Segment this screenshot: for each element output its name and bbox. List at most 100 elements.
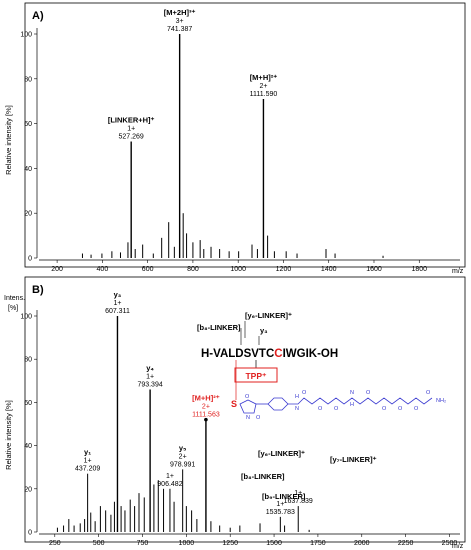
b-y-tick-label: 80	[24, 357, 32, 364]
b-peak-annotation: 1+	[294, 490, 302, 497]
fragment-label-y6-mid: [y₆-LINKER]⁺	[258, 449, 305, 458]
b-x-tick-label: 2250	[398, 540, 414, 547]
fragment-label-b9: [b₉-LINKER]	[262, 492, 306, 501]
b-y-tick-label: 0	[28, 530, 32, 537]
tpp-tag: TPP⁺	[245, 371, 267, 381]
b-y-tick-label: 60	[24, 400, 32, 407]
b-peak-annotation: 607.311	[105, 308, 130, 315]
a-x-tick-label: 1000	[230, 266, 246, 273]
svg-text:O: O	[426, 390, 431, 396]
a-x-tick-label: 800	[187, 266, 199, 273]
b-peak-annotation: 1+	[113, 300, 121, 307]
b-peak-annotation: 793.394	[137, 381, 162, 388]
svg-text:O: O	[256, 415, 261, 421]
b-peak-annotation: 1637.839	[284, 498, 313, 505]
panel-a-ylabel: Relative intensity [%]	[4, 105, 13, 175]
a-peak-annotation: 1111.590	[250, 91, 278, 98]
svg-text:H: H	[295, 394, 299, 400]
a-x-tick-label: 1600	[366, 266, 382, 273]
b-peak-annotation: y₅	[179, 443, 187, 452]
linker-bonds	[239, 397, 433, 414]
a-x-tick-label: 200	[51, 266, 63, 273]
panel-b-frame	[24, 276, 466, 543]
a-y-tick-label: 100	[20, 32, 32, 39]
b-peak-annotation: y₁	[84, 448, 91, 457]
svg-text:NH₂: NH₂	[436, 398, 446, 404]
panel-a-frame	[24, 2, 466, 268]
panel-b-plot: 0 20 40 60 80 100 250 500 750 1000 1250 1500 1750 200…	[20, 290, 460, 547]
panel-a-xunit: m/z	[452, 268, 464, 275]
b-x-tick-label: 1000	[179, 540, 195, 547]
svg-text:H: H	[350, 402, 354, 408]
b-x-tick-label: 1500	[266, 540, 282, 547]
b-peak-annotation: [M+H]²⁺	[192, 394, 220, 403]
peptide-structure: H-VALDSVTCCIWGIK-OH TPP⁺ S O N O N H O O…	[201, 348, 446, 421]
b-peak-annotation: 1+	[146, 373, 154, 380]
a-x-tick-label: 400	[97, 266, 109, 273]
b-peak-annotation: 978.991	[170, 461, 195, 468]
svg-text:O: O	[334, 406, 339, 412]
b-x-tick-label: 1250	[222, 540, 238, 547]
b-x-tick-label: 2500	[442, 540, 458, 547]
a-y-tick-label: 20	[24, 211, 32, 218]
b-peak-annotation: y₃	[114, 290, 122, 299]
a-peak-annotation: [M+2H]³⁺	[164, 8, 196, 17]
b-peak-annotation: 1111.563	[192, 412, 220, 419]
svg-text:N: N	[295, 406, 299, 412]
b-precursor-marker	[204, 417, 208, 422]
sulfur-atom: S	[231, 399, 237, 409]
a-peak-annotation: 2+	[259, 83, 267, 90]
b-peak-annotation: 437.209	[75, 466, 100, 473]
b-y-tick-label: 20	[24, 486, 32, 493]
b-peak-annotation: 1+	[84, 458, 92, 465]
panel-a-label: A)	[32, 10, 44, 22]
b-peak-annotation: 906.482	[157, 481, 182, 488]
a-x-tick-label: 1400	[321, 266, 337, 273]
panel-b-label: B)	[32, 284, 44, 296]
a-peak-annotation: 527.269	[119, 134, 144, 141]
a-peak-annotation: 3+	[176, 18, 184, 25]
b-y-tick-label: 100	[20, 314, 32, 321]
svg-text:O: O	[302, 390, 307, 396]
panel-a-plot: 0 20 40 60 80 100 200 400 600 800 1000 1200 1400 1600…	[20, 8, 460, 273]
a-y-tick-label: 60	[24, 121, 32, 128]
tpp-tag-box	[234, 367, 278, 383]
svg-text:O: O	[414, 406, 419, 412]
b-y-tick-label: 40	[24, 443, 32, 450]
b-peak-annotation: 2+	[179, 453, 187, 460]
a-peak-annotation: 741.387	[167, 26, 192, 33]
b-peak-annotation: 1535.783	[266, 509, 295, 516]
a-peak-annotation: [LINKER+H]⁺	[108, 116, 155, 125]
b-peak-annotation: y₄	[146, 363, 154, 372]
a-y-tick-label: 80	[24, 76, 32, 83]
b-peak-annotation: 1+	[166, 473, 174, 480]
a-x-tick-label: 600	[142, 266, 154, 273]
panel-b-xunit: m/z	[452, 543, 464, 550]
fragment-label-b8-mid: [b₈-LINKER]	[241, 472, 285, 481]
b-x-tick-label: 500	[93, 540, 105, 547]
panel-b-intens-unit: [%]	[8, 305, 18, 312]
svg-text:N: N	[350, 390, 354, 396]
svg-text:O: O	[382, 406, 387, 412]
b-x-tick-label: 1750	[310, 540, 326, 547]
peptide-sequence: H-VALDSVTCCIWGIK-OH	[201, 348, 338, 360]
b-peak-annotation: 1+	[276, 501, 284, 508]
a-peak-annotation: [M+H]²⁺	[250, 73, 278, 82]
fragment-label-b8-top: [b₈-LINKER]	[197, 323, 241, 332]
panel-b-intens-label: Intens.	[4, 295, 25, 302]
fragment-label-y6-top: [y₆-LINKER]⁺	[245, 311, 292, 320]
b-x-tick-label: 250	[49, 540, 61, 547]
panel-b-ylabel: Relative intensity [%]	[4, 400, 13, 470]
svg-text:O: O	[398, 406, 403, 412]
a-y-tick-label: 0	[28, 256, 32, 263]
svg-text:N: N	[246, 415, 250, 421]
a-peak-annotation: 1+	[127, 126, 135, 133]
svg-text:O: O	[366, 390, 371, 396]
a-y-tick-label: 40	[24, 166, 32, 173]
fragment-label-y3-top: y₃	[260, 326, 268, 335]
a-x-tick-label: 1800	[411, 266, 427, 273]
fragment-label-y7: [y₇-LINKER]⁺	[330, 455, 377, 464]
b-peak-annotation: 2+	[202, 404, 210, 411]
